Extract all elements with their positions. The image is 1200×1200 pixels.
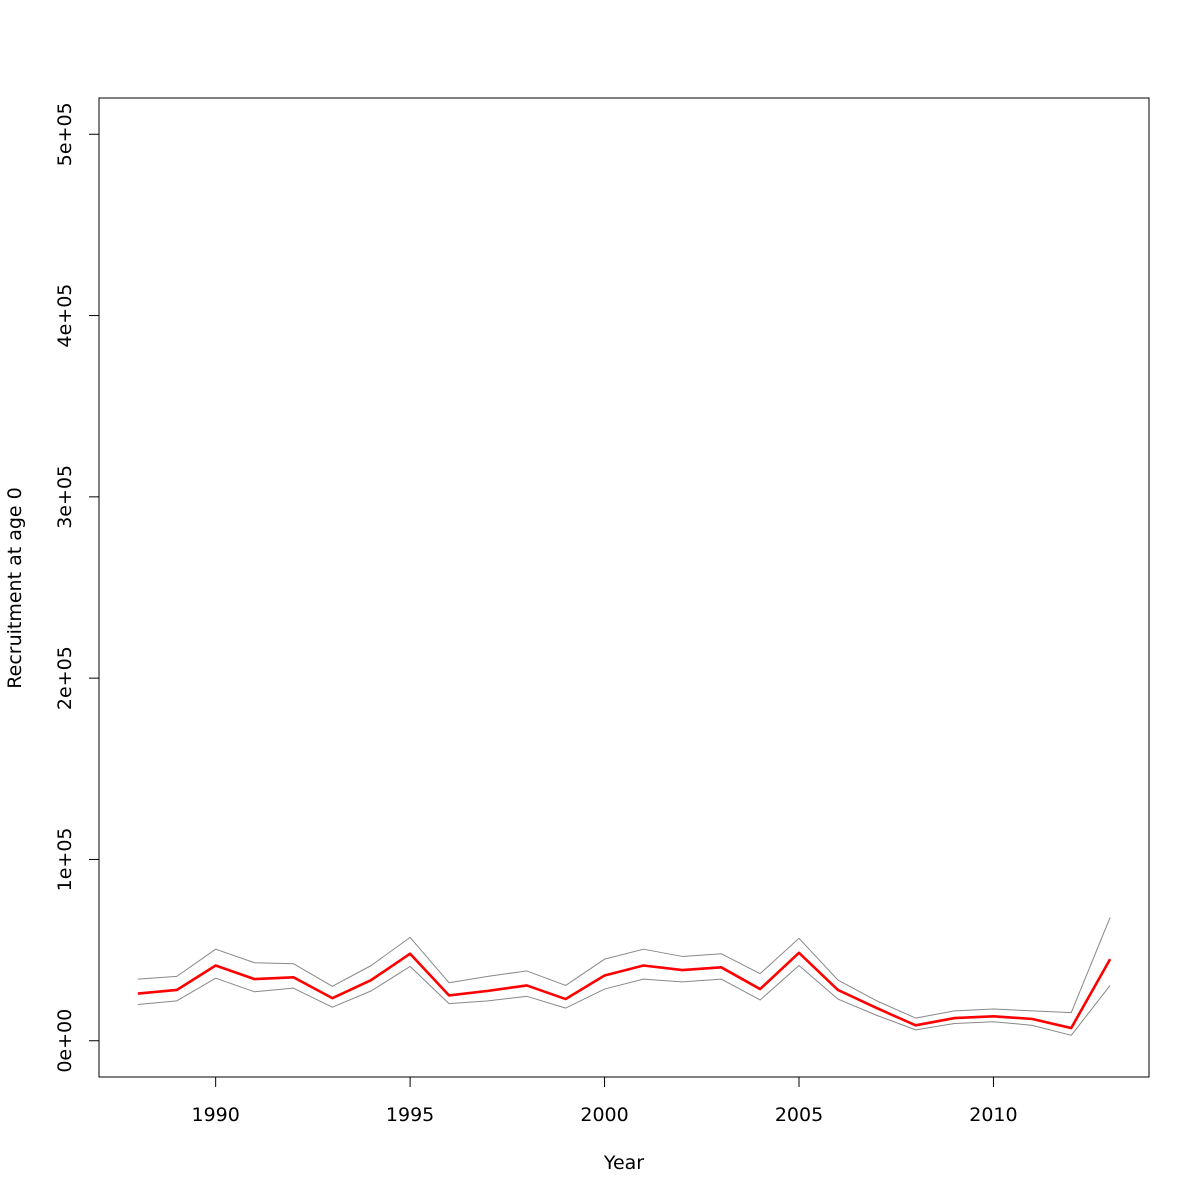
series-line-lower-bound bbox=[137, 965, 1111, 1036]
x-tick-label-2005: 2005 bbox=[775, 1104, 823, 1126]
x-tick-label-1990: 1990 bbox=[191, 1104, 239, 1126]
series-line-upper-bound bbox=[137, 917, 1111, 1019]
x-axis: 1990 1995 2000 2005 2010 bbox=[191, 1076, 1018, 1126]
x-tick-label-2010: 2010 bbox=[969, 1104, 1017, 1126]
y-tick-label-3: 3e+05 bbox=[54, 465, 76, 529]
series-line-estimate bbox=[137, 951, 1112, 1030]
plot-frame bbox=[98, 97, 1150, 1078]
series-layer bbox=[137, 917, 1112, 1036]
y-tick-label-0: 0e+00 bbox=[54, 1009, 76, 1073]
y-axis: 0e+00 1e+05 2e+05 3e+05 4e+05 5e+05 bbox=[54, 102, 100, 1073]
x-axis-title: Year bbox=[603, 1152, 644, 1174]
y-axis-title: Recruitment at age 0 bbox=[4, 487, 26, 688]
x-tick-label-1995: 1995 bbox=[386, 1104, 434, 1126]
y-tick-label-4: 4e+05 bbox=[54, 284, 76, 348]
y-tick-label-2: 2e+05 bbox=[54, 646, 76, 710]
y-tick-label-5: 5e+05 bbox=[54, 102, 76, 166]
y-tick-label-1: 1e+05 bbox=[54, 828, 76, 892]
x-tick-label-2000: 2000 bbox=[580, 1104, 628, 1126]
